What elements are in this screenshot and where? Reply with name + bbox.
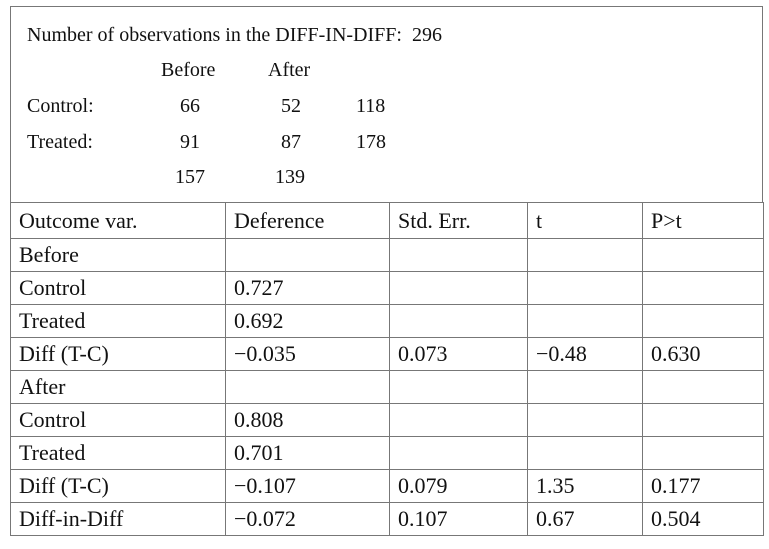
cell-std-err	[389, 370, 528, 404]
cell-std-err	[389, 238, 528, 272]
cell-t-stat	[527, 304, 643, 338]
cell-t-stat: −0.48	[527, 337, 643, 371]
cell-outcome: Diff (T-C)	[10, 337, 226, 371]
col-header-before: Before	[161, 59, 216, 81]
table-row: Diff (T-C) −0.035 0.073 −0.48 0.630	[10, 337, 764, 371]
cell-outcome: Control	[10, 403, 226, 437]
cell-difference	[225, 238, 390, 272]
observations-summary: Number of observations in the DIFF-IN-DI…	[10, 6, 763, 203]
cell-std-err: 0.079	[389, 469, 528, 503]
cell-outcome: Treated	[10, 304, 226, 338]
header-t-stat: t	[527, 202, 643, 239]
cell-difference: −0.107	[225, 469, 390, 503]
cell-std-err: 0.073	[389, 337, 528, 371]
cell-difference: 0.692	[225, 304, 390, 338]
treated-total-count: 178	[356, 131, 386, 153]
cell-outcome: Control	[10, 271, 226, 305]
cell-difference: −0.072	[225, 502, 390, 536]
cell-difference: 0.808	[225, 403, 390, 437]
header-std-err: Std. Err.	[389, 202, 528, 239]
cell-outcome: After	[10, 370, 226, 404]
cell-outcome: Diff-in-Diff	[10, 502, 226, 536]
row-label-control: Control:	[27, 95, 94, 117]
treated-before-count: 91	[180, 131, 200, 153]
cell-std-err	[389, 271, 528, 305]
row-label-treated: Treated:	[27, 131, 93, 153]
observations-count: 296	[411, 24, 442, 46]
cell-difference	[225, 370, 390, 404]
cell-t-stat	[527, 271, 643, 305]
control-after-count: 52	[281, 95, 301, 117]
cell-t-stat: 1.35	[527, 469, 643, 503]
table-row: Control 0.808	[10, 403, 764, 437]
table-row: Diff (T-C) −0.107 0.079 1.35 0.177	[10, 469, 764, 503]
cell-t-stat: 0.67	[527, 502, 643, 536]
cell-std-err	[389, 304, 528, 338]
header-p-value: P>t	[642, 202, 764, 239]
before-total-count: 157	[175, 166, 205, 188]
table-row: Diff-in-Diff −0.072 0.107 0.67 0.504	[10, 502, 764, 536]
cell-std-err: 0.107	[389, 502, 528, 536]
cell-p-value	[642, 238, 764, 272]
observations-title-text: Number of observations in the DIFF-IN-DI…	[27, 24, 402, 46]
cell-p-value	[642, 304, 764, 338]
table-row: Treated 0.701	[10, 436, 764, 470]
cell-outcome: Treated	[10, 436, 226, 470]
header-outcome: Outcome var.	[10, 202, 226, 239]
cell-t-stat	[527, 436, 643, 470]
control-total-count: 118	[356, 95, 386, 117]
header-difference: Deference	[225, 202, 390, 239]
cell-outcome: Diff (T-C)	[10, 469, 226, 503]
col-header-after: After	[268, 59, 311, 81]
cell-t-stat	[527, 238, 643, 272]
cell-p-value	[642, 403, 764, 437]
cell-p-value	[642, 436, 764, 470]
cell-outcome: Before	[10, 238, 226, 272]
table-row: After	[10, 370, 764, 404]
diff-in-diff-results-table: Outcome var. Deference Std. Err. t P>t Before…	[10, 202, 764, 536]
cell-difference: 0.701	[225, 436, 390, 470]
cell-t-stat	[527, 370, 643, 404]
cell-p-value	[642, 370, 764, 404]
table-row: Before	[10, 238, 764, 272]
cell-std-err	[389, 436, 528, 470]
cell-difference: 0.727	[225, 271, 390, 305]
table-row: Control 0.727	[10, 271, 764, 305]
cell-std-err	[389, 403, 528, 437]
control-before-count: 66	[180, 95, 200, 117]
observations-title: Number of observations in the DIFF-IN-DI…	[27, 24, 442, 46]
cell-p-value: 0.630	[642, 337, 764, 371]
cell-difference: −0.035	[225, 337, 390, 371]
cell-p-value: 0.504	[642, 502, 764, 536]
cell-t-stat	[527, 403, 643, 437]
treated-after-count: 87	[281, 131, 301, 153]
cell-p-value: 0.177	[642, 469, 764, 503]
table-row: Treated 0.692	[10, 304, 764, 338]
cell-p-value	[642, 271, 764, 305]
after-total-count: 139	[275, 166, 305, 188]
table-header-row: Outcome var. Deference Std. Err. t P>t	[10, 202, 764, 239]
